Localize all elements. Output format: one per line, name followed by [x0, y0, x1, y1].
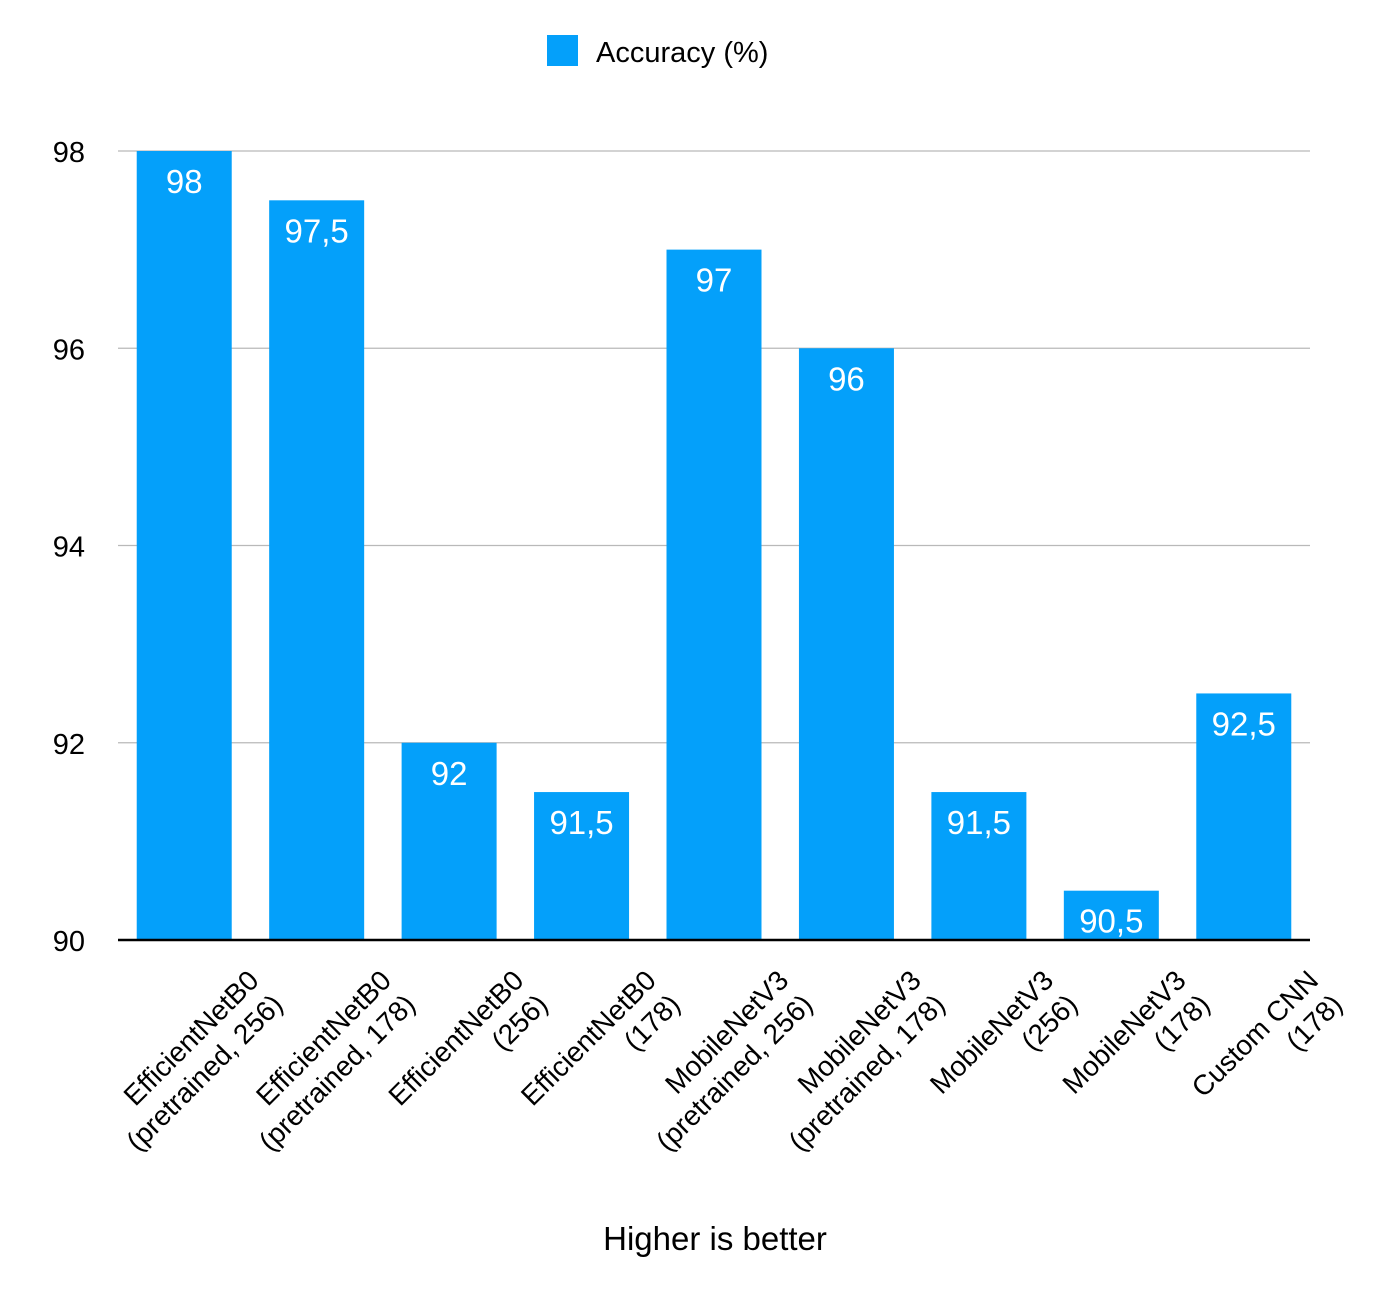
legend-swatch	[547, 35, 578, 66]
bar-value-label: 97	[696, 262, 733, 299]
bar-value-label: 91,5	[549, 804, 613, 841]
y-tick-label: 90	[53, 926, 85, 958]
bar	[666, 249, 762, 940]
bar-value-label: 90,5	[1079, 903, 1143, 940]
y-tick-label: 98	[53, 137, 85, 169]
x-axis-tick-labels: EfficientNetB0(pretrained, 256)Efficient…	[118, 964, 1349, 1156]
legend-label: Accuracy (%)	[596, 37, 768, 69]
bars	[136, 151, 1292, 940]
x-tick-label: Custom CNN(178)	[1186, 964, 1349, 1127]
x-tick-label: EfficientNetB0(256)	[382, 964, 553, 1135]
legend: Accuracy (%)	[547, 35, 768, 69]
bar	[136, 151, 232, 940]
bar-value-labels: 98 97,5 92 91,5 97 96 91,5 90,5 92,5	[166, 163, 1276, 940]
x-tick-label: MobileNetV3(256)	[924, 964, 1083, 1123]
x-tick-label: MobileNetV3(178)	[1056, 964, 1215, 1123]
bar-value-label: 92	[431, 755, 468, 792]
x-tick-label: EfficientNetB0(178)	[515, 964, 686, 1135]
bar	[1196, 693, 1292, 940]
bar	[401, 742, 497, 940]
y-tick-label: 92	[53, 729, 85, 761]
bar	[269, 200, 365, 940]
bar-value-label: 92,5	[1212, 705, 1276, 742]
bar-value-label: 96	[828, 360, 865, 397]
bar	[798, 348, 894, 940]
y-tick-label: 96	[53, 334, 85, 366]
bar-value-label: 91,5	[947, 804, 1011, 841]
bar	[1063, 890, 1159, 940]
bar-value-label: 97,5	[285, 212, 349, 249]
bar	[931, 792, 1027, 940]
bar	[534, 792, 630, 940]
x-axis-title: Higher is better	[603, 1220, 827, 1257]
y-tick-label: 94	[53, 532, 85, 564]
y-axis-tick-labels: 90 92 94 96 98	[53, 137, 85, 958]
bar-value-label: 98	[166, 163, 203, 200]
